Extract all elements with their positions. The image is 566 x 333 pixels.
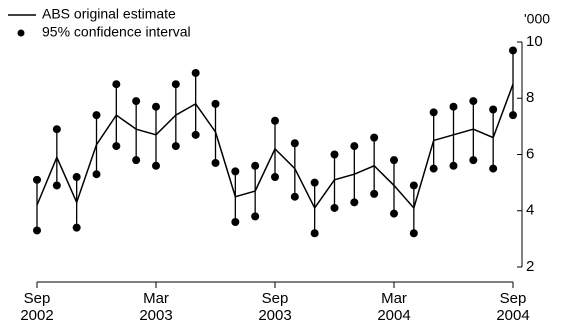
ci-lower-dot (429, 164, 438, 173)
legend-label: ABS original estimate (42, 6, 176, 22)
ci-lower-dot (310, 229, 319, 238)
ci-lower-dot (72, 223, 81, 232)
ci-lower-dot (52, 181, 61, 190)
ci-lower-dot (390, 209, 398, 218)
ci-upper-dot (409, 181, 418, 190)
ci-lower-dot (489, 164, 498, 173)
ci-lower-dot (152, 161, 160, 170)
legend-dot-swatch (17, 29, 25, 37)
x-tick-label: Sep 2004 (496, 290, 530, 324)
ci-lower-dot (191, 130, 200, 139)
legend-label: 95% confidence interval (42, 24, 191, 40)
ci-upper-dot (191, 68, 200, 77)
ci-upper-dot (152, 102, 160, 111)
x-tick-label: Sep 2003 (258, 290, 292, 324)
y-tick-label: 2 (526, 258, 534, 275)
y-tick-label: 10 (526, 33, 543, 50)
estimate-line (36, 83, 514, 210)
ci-lower-dot (171, 142, 180, 151)
ci-upper-dot (231, 167, 240, 176)
ci-upper-dot (509, 46, 517, 55)
unit-label: '000 (524, 11, 550, 27)
ci-upper-dot (489, 105, 498, 114)
ci-lower-dot (409, 229, 418, 238)
x-tick-label: Sep 2002 (20, 290, 54, 324)
ci-lower-dot (251, 212, 260, 221)
ci-upper-dot (52, 125, 61, 134)
ci-upper-dot (72, 173, 81, 181)
y-tick-label: 6 (526, 145, 534, 162)
ci-upper-dot (92, 111, 101, 120)
y-tick-label: 8 (526, 89, 534, 106)
ci-lower-dot (33, 226, 41, 235)
ci-upper-dot (469, 97, 478, 106)
ci-upper-dot (390, 156, 398, 165)
ci-upper-dot (211, 99, 220, 108)
ci-lower-dot (449, 161, 458, 170)
ci-lower-dot (370, 189, 379, 198)
ci-upper-dot (330, 150, 339, 159)
ci-upper-dot (33, 175, 41, 184)
ci-lower-dot (271, 173, 279, 181)
ci-lower-dot (469, 156, 478, 165)
ci-upper-dot (310, 178, 319, 187)
ci-lower-dot (330, 203, 339, 212)
ci-upper-dot (449, 102, 458, 111)
x-tick-label: Mar 2003 (139, 290, 173, 324)
ci-lower-dot (231, 218, 240, 226)
ci-lower-dot (350, 198, 359, 207)
ci-upper-dot (350, 142, 359, 151)
ci-upper-dot (370, 133, 379, 142)
ci-upper-dot (429, 108, 438, 117)
ci-lower-dot (290, 192, 299, 201)
y-tick-label: 4 (526, 202, 534, 219)
x-tick-label: Mar 2004 (377, 290, 411, 324)
ci-upper-dot (132, 97, 141, 106)
ci-lower-dot (132, 156, 141, 165)
ci-upper-dot (112, 80, 121, 89)
ci-lower-dot (112, 142, 121, 151)
ci-lower-dot (92, 170, 101, 179)
ci-lower-dot (509, 111, 517, 120)
ci-lower-dot (211, 158, 220, 167)
ci-upper-dot (290, 139, 299, 148)
ci-upper-dot (271, 116, 279, 125)
ci-upper-dot (171, 80, 180, 89)
ci-upper-dot (251, 161, 260, 170)
